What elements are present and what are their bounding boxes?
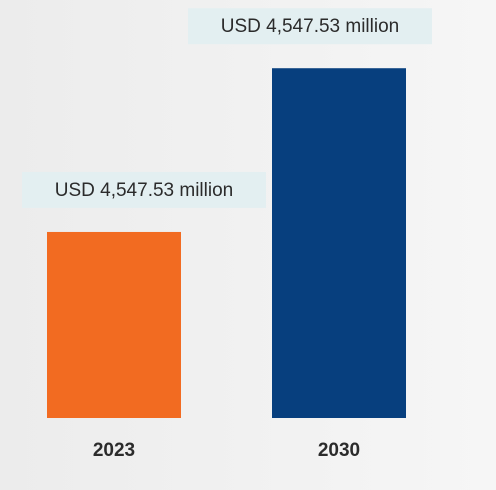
bar	[47, 231, 181, 418]
annotation-box	[188, 8, 432, 45]
x-tick-label: 2023	[93, 440, 135, 461]
annotation-box	[22, 171, 266, 208]
x-tick-label: 2030	[318, 440, 360, 461]
bar	[272, 68, 406, 418]
annotation: USD 4,547.53 million	[221, 16, 399, 37]
annotation: USD 4,547.53 million	[55, 180, 233, 201]
